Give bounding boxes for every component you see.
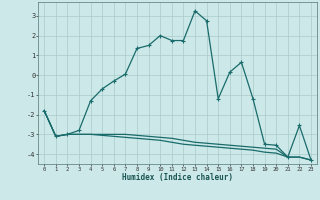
X-axis label: Humidex (Indice chaleur): Humidex (Indice chaleur): [122, 173, 233, 182]
